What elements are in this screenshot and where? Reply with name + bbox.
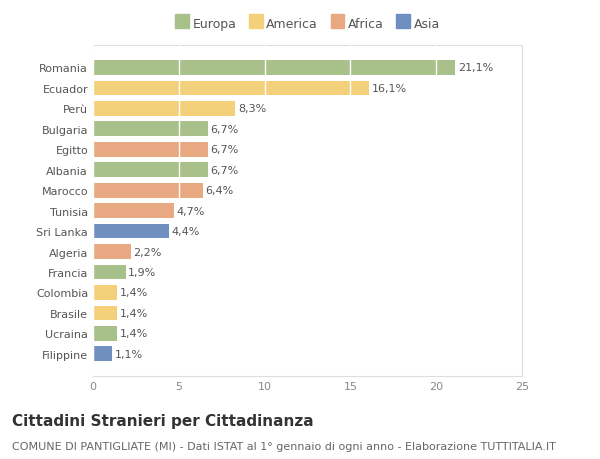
Text: Cittadini Stranieri per Cittadinanza: Cittadini Stranieri per Cittadinanza — [12, 413, 314, 428]
Bar — [93, 265, 125, 280]
Bar — [93, 61, 455, 76]
Bar — [93, 143, 208, 157]
Text: 1,4%: 1,4% — [119, 308, 148, 318]
Bar — [93, 224, 169, 239]
Text: 1,4%: 1,4% — [119, 288, 148, 298]
Bar — [93, 245, 131, 259]
Text: 21,1%: 21,1% — [458, 63, 493, 73]
Bar — [93, 102, 235, 117]
Text: 4,4%: 4,4% — [171, 227, 199, 236]
Bar — [93, 204, 173, 218]
Text: 6,4%: 6,4% — [205, 186, 233, 196]
Text: 6,7%: 6,7% — [211, 124, 239, 134]
Legend: Europa, America, Africa, Asia: Europa, America, Africa, Asia — [170, 12, 445, 35]
Bar — [93, 184, 203, 198]
Text: 1,4%: 1,4% — [119, 329, 148, 339]
Bar — [93, 326, 117, 341]
Bar — [93, 122, 208, 137]
Text: COMUNE DI PANTIGLIATE (MI) - Dati ISTAT al 1° gennaio di ogni anno - Elaborazion: COMUNE DI PANTIGLIATE (MI) - Dati ISTAT … — [12, 441, 556, 451]
Text: 6,7%: 6,7% — [211, 145, 239, 155]
Text: 1,9%: 1,9% — [128, 268, 157, 277]
Text: 2,2%: 2,2% — [133, 247, 162, 257]
Bar — [93, 81, 369, 96]
Bar — [93, 306, 117, 320]
Text: 16,1%: 16,1% — [372, 84, 407, 94]
Bar — [93, 285, 117, 300]
Bar — [93, 163, 208, 178]
Text: 8,3%: 8,3% — [238, 104, 266, 114]
Text: 4,7%: 4,7% — [176, 206, 205, 216]
Bar — [93, 347, 112, 361]
Text: 1,1%: 1,1% — [115, 349, 143, 359]
Text: 6,7%: 6,7% — [211, 165, 239, 175]
